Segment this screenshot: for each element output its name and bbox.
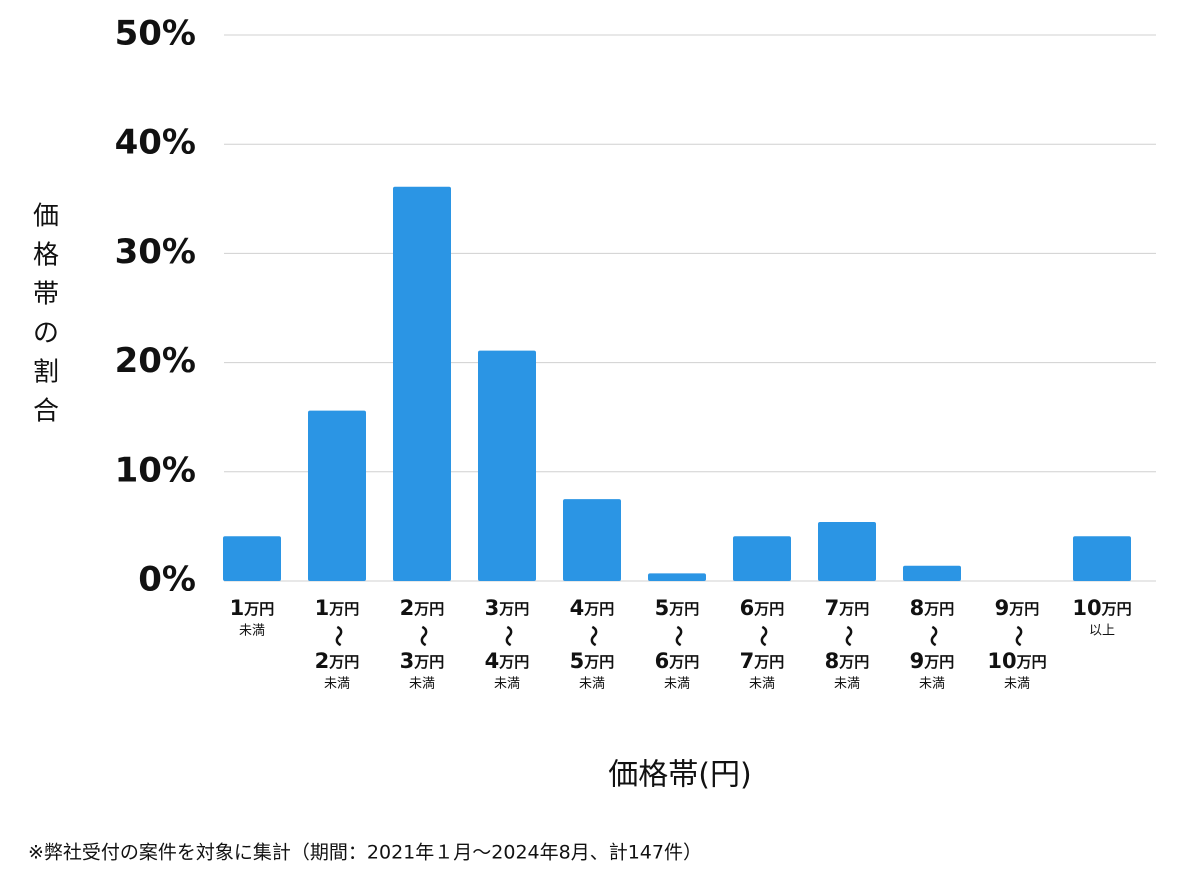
x-axis-label: 価格帯(円) xyxy=(608,758,751,793)
x-tick-label: 1万円 xyxy=(230,596,275,620)
bar xyxy=(733,536,791,581)
x-tick-label: 3万円 xyxy=(485,596,530,620)
x-tick-label: 5万円 xyxy=(570,649,615,673)
x-tick-label: 9万円 xyxy=(910,649,955,673)
x-tick-label: ～ xyxy=(666,626,690,647)
y-axis-label: 合 xyxy=(33,397,59,427)
x-tick-label: ～ xyxy=(496,626,520,647)
x-tick-label: 10万円 xyxy=(1072,596,1131,620)
y-axis-label: 割 xyxy=(33,358,59,388)
y-axis-label: 帯 xyxy=(33,280,59,310)
x-tick-label: ～ xyxy=(1006,626,1030,647)
bar xyxy=(818,522,876,581)
x-tick-label: 9万円 xyxy=(995,596,1040,620)
x-tick-label: 8万円 xyxy=(825,649,870,673)
bar xyxy=(1073,536,1131,581)
x-tick-label: 1万円 xyxy=(315,596,360,620)
x-tick-label: 6万円 xyxy=(655,649,700,673)
bar xyxy=(223,536,281,581)
bar xyxy=(648,573,706,581)
x-tick-label: 3万円 xyxy=(400,649,445,673)
y-axis-label: 価 xyxy=(33,202,59,232)
x-tick-label: 5万円 xyxy=(655,596,700,620)
x-tick-label: 未満 xyxy=(579,677,605,692)
x-tick-label: ～ xyxy=(751,626,775,647)
x-tick-label: 4万円 xyxy=(570,596,615,620)
x-tick-label: 未満 xyxy=(409,677,435,692)
x-tick-label: 以上 xyxy=(1089,624,1115,639)
x-tick-label: ～ xyxy=(411,626,435,647)
footnote: ※弊社受付の案件を対象に集計（期間：2021年１月～2024年8月、計147件） xyxy=(28,842,702,864)
x-tick-label: 8万円 xyxy=(910,596,955,620)
x-tick-label: 未満 xyxy=(494,677,520,692)
y-axis-label: 格 xyxy=(33,241,59,271)
y-tick-label: 50% xyxy=(115,14,196,54)
x-tick-label: ～ xyxy=(836,626,860,647)
x-tick-label: 未満 xyxy=(664,677,690,692)
bar xyxy=(903,565,961,581)
y-tick-label: 0% xyxy=(138,560,196,600)
x-tick-label: 2万円 xyxy=(315,649,360,673)
x-tick-label: ～ xyxy=(581,626,605,647)
bar xyxy=(563,499,621,581)
x-tick-label: 10万円 xyxy=(987,649,1046,673)
x-tick-label: 未満 xyxy=(1004,677,1030,692)
x-tick-label: 7万円 xyxy=(825,596,870,620)
x-tick-label: 6万円 xyxy=(740,596,785,620)
x-tick-label: 未満 xyxy=(919,677,945,692)
bar xyxy=(393,186,451,581)
y-axis-label: の xyxy=(33,319,59,349)
bar xyxy=(308,410,366,581)
y-tick-label: 20% xyxy=(115,341,196,381)
x-tick-label: 2万円 xyxy=(400,596,445,620)
x-tick-label: 7万円 xyxy=(740,649,785,673)
x-tick-label: ～ xyxy=(326,626,350,647)
x-tick-label: 未満 xyxy=(324,677,350,692)
bar xyxy=(478,350,536,581)
x-tick-label: 4万円 xyxy=(485,649,530,673)
y-tick-label: 40% xyxy=(115,123,196,163)
x-tick-label: 未満 xyxy=(239,624,265,639)
y-tick-label: 10% xyxy=(115,450,196,490)
x-tick-label: 未満 xyxy=(834,677,860,692)
x-tick-label: 未満 xyxy=(749,677,775,692)
x-tick-label: ～ xyxy=(921,626,945,647)
y-tick-label: 30% xyxy=(115,232,196,272)
